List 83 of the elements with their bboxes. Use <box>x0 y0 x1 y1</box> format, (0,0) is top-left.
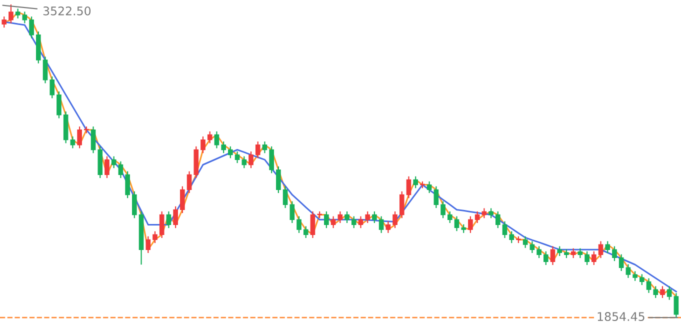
candlestick <box>640 274 644 286</box>
candlestick <box>104 156 110 178</box>
candlestick <box>132 191 137 218</box>
candlestick <box>474 211 480 224</box>
candlestick <box>146 236 151 253</box>
candlestick <box>56 91 62 118</box>
candlestick <box>365 211 370 224</box>
candlestick <box>242 156 247 168</box>
candlestick <box>598 241 604 258</box>
candlestick <box>660 286 665 298</box>
candlestick <box>324 211 329 228</box>
candlestick <box>426 181 432 194</box>
candlestick <box>378 216 384 233</box>
candlestick <box>543 251 548 265</box>
candlestick <box>530 241 535 253</box>
ref-line-label: 1854.45 <box>598 312 644 321</box>
candlestick <box>591 251 596 265</box>
candlestick <box>392 211 398 228</box>
candlestick <box>399 191 404 218</box>
candlestick <box>8 4 14 24</box>
candlestick <box>118 161 124 178</box>
candlestick <box>234 151 240 164</box>
candlestick <box>674 293 679 318</box>
candlestick <box>290 201 295 224</box>
candlestick <box>282 186 288 208</box>
candlestick <box>372 211 377 224</box>
candlestick <box>653 286 658 298</box>
candlestick <box>200 136 206 154</box>
candlestick <box>77 126 82 148</box>
candlestick <box>214 131 220 148</box>
candlestick <box>495 211 500 228</box>
candlestick <box>166 211 172 228</box>
candlestick <box>303 226 308 238</box>
candlestick <box>338 211 343 224</box>
candlestick <box>90 126 96 154</box>
candlestick <box>276 166 281 194</box>
candlestick <box>447 211 452 224</box>
candlestick <box>152 231 158 244</box>
candlestick <box>269 146 274 174</box>
candlestick <box>536 246 542 258</box>
candlestick <box>159 211 164 238</box>
candlestick <box>612 246 617 262</box>
candlestick <box>221 142 226 154</box>
candlestick <box>440 201 446 218</box>
candlestick <box>434 186 439 208</box>
candlestick <box>29 16 34 38</box>
candlestick <box>468 216 473 233</box>
candlestick <box>626 264 631 278</box>
candlestick <box>605 241 610 253</box>
candlestick <box>2 16 7 28</box>
candlestick <box>42 56 48 84</box>
candlestick <box>584 251 590 265</box>
candlestick <box>406 176 412 198</box>
candlestick <box>509 231 514 244</box>
candlestick <box>413 176 418 188</box>
candlestick <box>386 221 391 233</box>
candlestick <box>262 142 268 154</box>
candlestick <box>248 151 254 168</box>
annotation: 3522.50 <box>43 6 91 16</box>
candlestick <box>50 76 55 98</box>
candlestick <box>330 216 336 228</box>
candlestick <box>180 186 185 214</box>
candlestick <box>173 206 178 228</box>
candlestick <box>502 221 508 238</box>
candlestick <box>522 236 528 248</box>
candlestick <box>351 216 356 228</box>
candlestick <box>358 216 364 228</box>
candlestick <box>666 286 672 300</box>
candlestick <box>186 171 192 194</box>
candlestick <box>125 171 130 198</box>
candlestick <box>70 136 76 148</box>
candlestick <box>22 12 28 24</box>
candlestick <box>228 146 233 158</box>
candlestick <box>255 142 260 158</box>
candlestick <box>646 278 652 293</box>
candlestick <box>111 156 116 168</box>
candlestick <box>207 131 212 144</box>
candlestick <box>344 211 350 224</box>
candlestick <box>296 216 302 233</box>
candlestick <box>454 216 460 232</box>
candlestick <box>550 246 556 265</box>
candlestick <box>310 211 316 238</box>
candlestick <box>618 254 624 271</box>
